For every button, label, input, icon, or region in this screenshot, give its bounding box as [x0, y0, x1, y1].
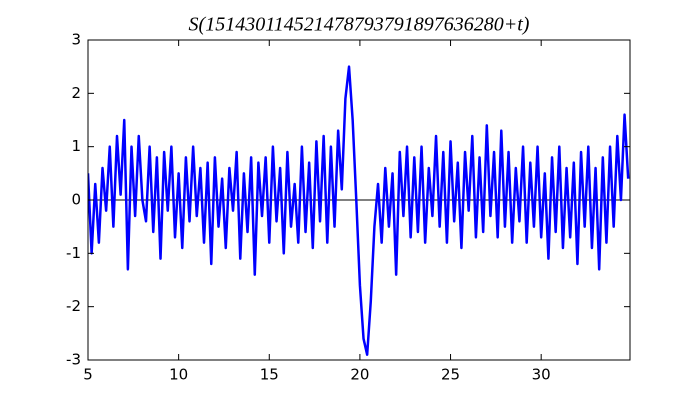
y-tick-label: 2 [71, 84, 81, 102]
y-tick-label: -2 [66, 297, 81, 315]
x-tick-label: 25 [441, 366, 460, 384]
y-tick-label: -3 [66, 351, 81, 369]
x-tick-label: 30 [532, 366, 551, 384]
y-tick-label: -1 [66, 244, 81, 262]
y-tick-label: 1 [71, 137, 81, 155]
x-tick-label: 5 [83, 366, 93, 384]
x-tick-label: 15 [260, 366, 279, 384]
x-tick-label: 20 [350, 366, 369, 384]
x-tick-label: 10 [169, 366, 188, 384]
data-line [88, 65, 630, 356]
y-tick-label: 0 [71, 191, 81, 209]
y-tick-label: 3 [71, 31, 81, 49]
chart-title: S(151430114521478793791897636280+t) [189, 14, 530, 36]
